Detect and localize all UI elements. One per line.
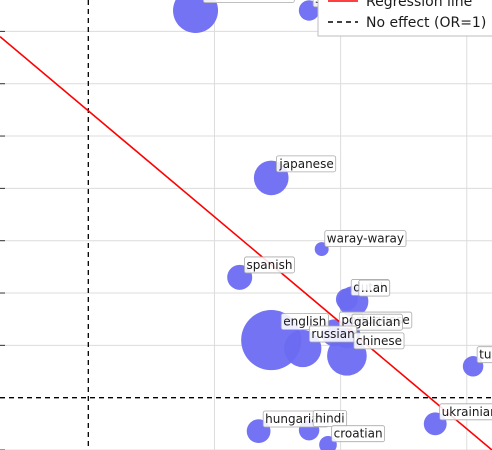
point-labels: serbo-croatianswedishjapanesewaray-waray… xyxy=(202,0,492,443)
point-label-box xyxy=(476,346,492,364)
point-label-text: russian xyxy=(311,327,354,341)
point-label-text: serbo-croatian xyxy=(205,0,292,2)
point-label-box xyxy=(439,403,492,421)
point-label-text: hungarian xyxy=(265,412,326,426)
point-label: …an xyxy=(358,279,391,297)
point-label-text: …an xyxy=(361,281,388,295)
point-label-box xyxy=(353,332,405,350)
point-label: spanish xyxy=(244,256,295,274)
data-point xyxy=(173,0,219,33)
point-label-box xyxy=(351,313,403,331)
point-label-text: galician xyxy=(354,315,401,329)
point-label: serbo-croatian xyxy=(202,0,295,3)
point-label-box xyxy=(202,0,295,3)
point-label: turkish xyxy=(476,346,492,364)
point-label-box xyxy=(244,256,295,274)
point-label: croatian xyxy=(331,425,386,443)
point-label-text: waray-waray xyxy=(327,232,404,246)
point-label: chinese xyxy=(353,332,405,350)
point-label: hindi xyxy=(312,410,348,427)
point-label-text: ukrainian xyxy=(442,405,492,419)
point-label: hungarian xyxy=(262,410,329,428)
point-label-text: chinese xyxy=(356,334,402,348)
point-label-box xyxy=(324,230,407,248)
point-label-box xyxy=(331,425,386,443)
point-label-box xyxy=(276,155,337,173)
point-label-text: english xyxy=(283,315,326,329)
point-label-text: turkish xyxy=(479,348,492,362)
legend-label-regression: Regression line xyxy=(366,0,472,10)
point-label-text: japanese xyxy=(278,157,333,171)
point-label: ukrainian xyxy=(439,403,492,421)
point-label: galician xyxy=(351,313,403,331)
regression-layer xyxy=(0,36,492,450)
point-label: waray-waray xyxy=(324,230,407,248)
point-label-box xyxy=(312,410,348,427)
legend-label-no-effect: No effect (OR=1) xyxy=(366,15,486,31)
point-label-box xyxy=(358,279,391,297)
legend-box xyxy=(317,0,492,37)
point-label-text: croatian xyxy=(334,427,383,441)
point-label: japanese xyxy=(276,155,337,173)
point-label-text: spanish xyxy=(246,258,292,272)
point-label: russian xyxy=(308,325,358,343)
regression-line xyxy=(0,36,492,450)
legend: Regression line No effect (OR=1) xyxy=(317,0,492,37)
point-label-text: hindi xyxy=(315,412,345,426)
